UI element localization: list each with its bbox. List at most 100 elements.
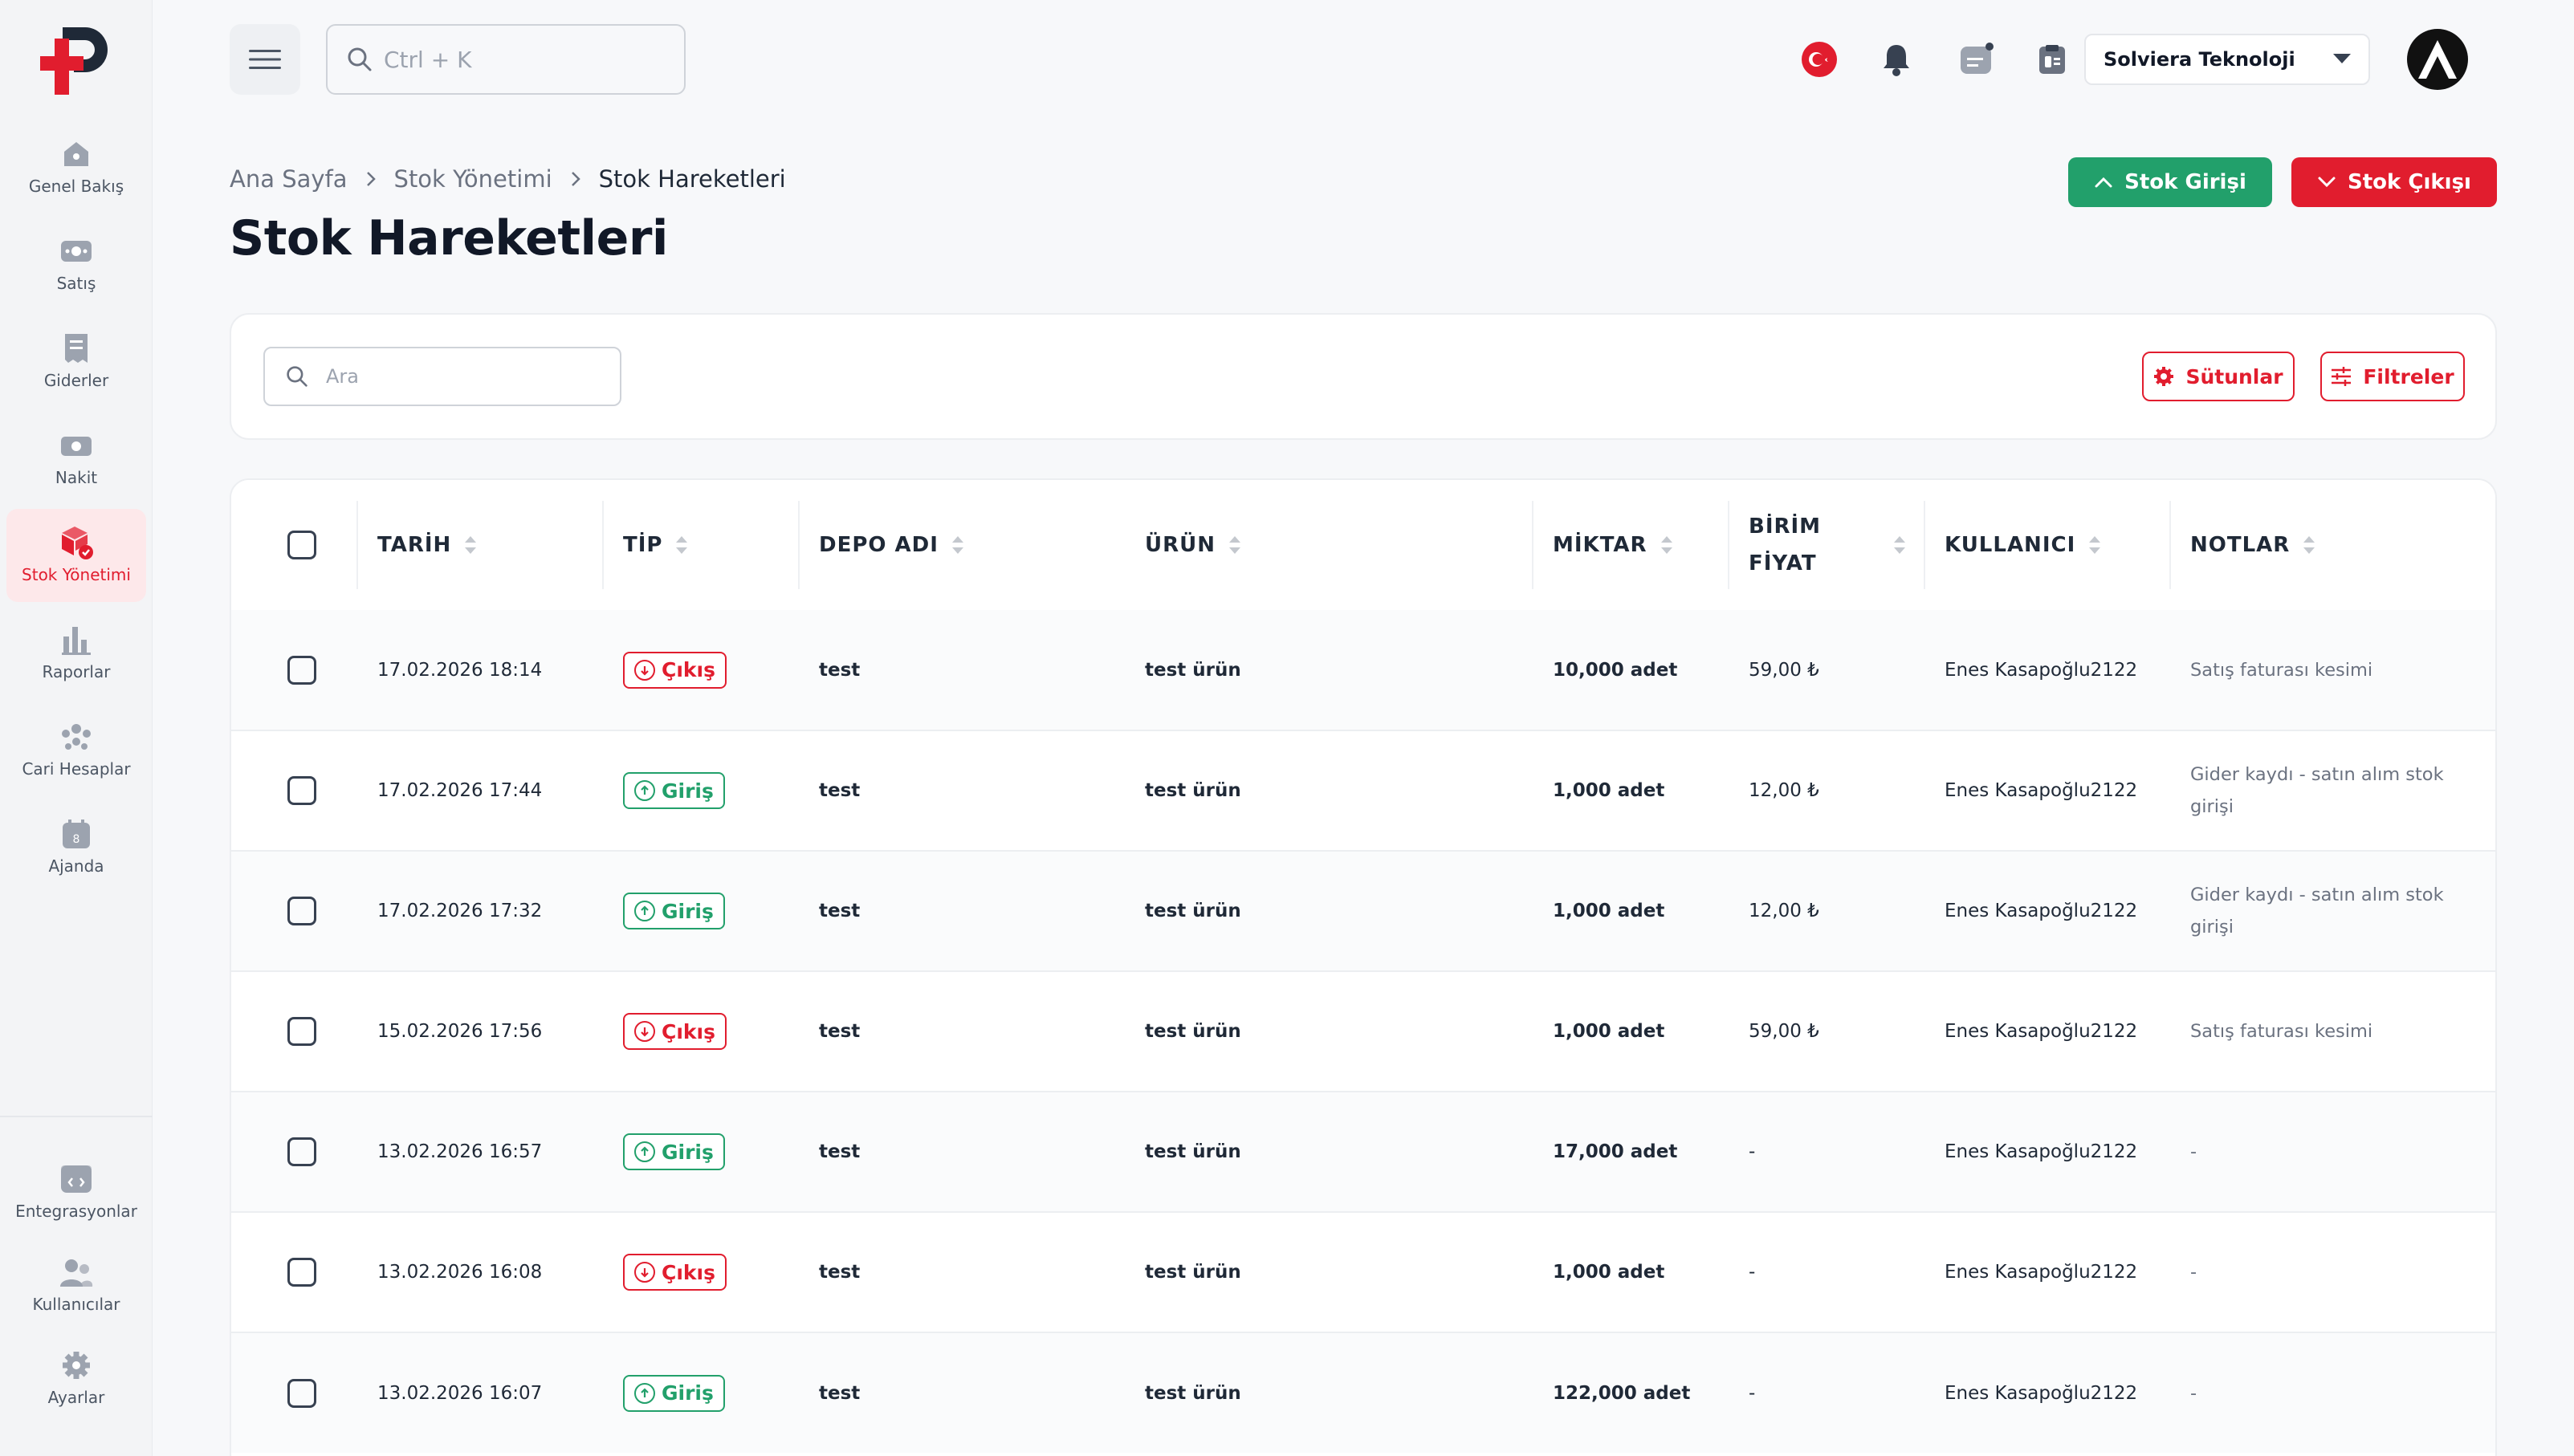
row-checkbox[interactable]	[287, 897, 316, 925]
cash-icon	[59, 429, 94, 462]
global-search[interactable]	[326, 24, 686, 95]
sidebar-item-label: Satış	[56, 274, 96, 293]
filter-card: Sütunlar Filtreler	[230, 313, 2497, 440]
sort-icon	[2089, 536, 2101, 554]
stock-in-button[interactable]: Stok Girişi	[2068, 157, 2272, 207]
cell-date: 17.02.2026 17:32	[358, 850, 604, 971]
sidebar-item-calendar[interactable]: 8 Ajanda	[6, 800, 146, 893]
sidebar-item-users-group[interactable]: Cari Hesaplar	[6, 703, 146, 796]
chevron-down-icon	[2318, 177, 2336, 188]
row-select-cell	[231, 1091, 358, 1212]
table-row[interactable]: 13.02.2026 16:57 Giriş test test ürün 17,000…	[231, 1091, 2495, 1212]
col-product[interactable]: ÜRÜN	[1126, 480, 1533, 610]
row-checkbox[interactable]	[287, 1137, 316, 1166]
row-checkbox[interactable]	[287, 655, 316, 685]
row-checkbox[interactable]	[287, 1017, 316, 1046]
cell-notes: Satış faturası kesimi	[2171, 610, 2495, 730]
global-search-input[interactable]	[384, 46, 657, 73]
stock-out-label: Stok Çıkışı	[2348, 170, 2471, 194]
sidebar-item-label: Raporlar	[42, 662, 111, 681]
col-unit-price[interactable]: BİRİM FİYAT	[1729, 480, 1925, 610]
sidebar-item-box[interactable]: Stok Yönetimi	[6, 509, 146, 602]
select-all-checkbox[interactable]	[287, 531, 316, 559]
breadcrumb-home[interactable]: Ana Sayfa	[230, 165, 348, 193]
company-select[interactable]: Solviera Teknoloji	[2084, 34, 2370, 85]
sidebar-item-sales[interactable]: Satış	[6, 218, 146, 311]
sidebar-item-gear[interactable]: Ayarlar	[6, 1334, 146, 1422]
row-select-cell	[231, 730, 358, 851]
stock-out-button[interactable]: Stok Çıkışı	[2291, 157, 2497, 207]
row-checkbox[interactable]	[287, 1378, 316, 1408]
sort-icon	[2303, 536, 2315, 554]
table-row[interactable]: 17.02.2026 17:32 Giriş test test ürün 1,000 …	[231, 850, 2495, 971]
sidebar-item-receipt[interactable]: Giderler	[6, 315, 146, 408]
cell-user: Enes Kasapoğlu2122	[1925, 1211, 2171, 1332]
sidebar: Genel Bakış Satış Giderler Nakit Stok Yöneti…	[0, 0, 153, 1456]
hamburger-icon	[249, 50, 281, 69]
breadcrumb: Ana Sayfa Stok Yönetimi Stok Hareketleri	[230, 165, 786, 193]
home-icon	[59, 138, 94, 170]
cell-product: test ürün	[1126, 850, 1533, 971]
sidebar-item-chart[interactable]: Raporlar	[6, 606, 146, 699]
user-avatar[interactable]	[2407, 29, 2468, 90]
cell-product: test ürün	[1126, 970, 1533, 1092]
cell-user: Enes Kasapoğlu2122	[1925, 610, 2171, 730]
col-warehouse[interactable]: DEPO ADI	[800, 480, 1126, 610]
notifications-button[interactable]	[1880, 35, 1912, 83]
col-unit-price-label: BİRİM FİYAT	[1749, 508, 1821, 582]
cell-warehouse: test	[800, 850, 1126, 971]
messages-button[interactable]	[1959, 35, 1996, 83]
cell-unit-price: -	[1729, 1332, 1925, 1453]
sidebar-item-users[interactable]: Kullanıcılar	[6, 1241, 146, 1329]
type-label: Giriş	[662, 899, 714, 923]
col-type[interactable]: TİP	[604, 480, 800, 610]
table-row[interactable]: 13.02.2026 16:07 Giriş test test ürün 122,00…	[231, 1332, 2495, 1453]
table-row[interactable]: 17.02.2026 17:44 Giriş test test ürün 1,000 …	[231, 730, 2495, 851]
sidebar-divider	[0, 1116, 153, 1117]
menu-toggle-button[interactable]	[230, 24, 300, 95]
col-user[interactable]: KULLANICI	[1925, 480, 2171, 610]
row-select-cell	[231, 1211, 358, 1332]
row-select-cell	[231, 850, 358, 971]
reports-button[interactable]	[2038, 35, 2067, 83]
cell-product: test ürün	[1126, 1091, 1533, 1212]
sidebar-item-cash[interactable]: Nakit	[6, 412, 146, 505]
breadcrumb-stock[interactable]: Stok Yönetimi	[393, 165, 552, 193]
columns-button[interactable]: Sütunlar	[2142, 352, 2295, 401]
col-date[interactable]: TARİH	[358, 480, 604, 610]
cell-user: Enes Kasapoğlu2122	[1925, 970, 2171, 1092]
cell-product: test ürün	[1126, 1211, 1533, 1332]
row-checkbox[interactable]	[287, 776, 316, 805]
language-flag[interactable]	[1800, 35, 1839, 83]
table-search[interactable]	[263, 347, 621, 406]
select-all-cell	[231, 480, 358, 610]
table-search-input[interactable]	[326, 365, 615, 388]
type-badge: Giriş	[623, 772, 725, 809]
cell-type: Çıkış	[604, 970, 800, 1092]
arrow-down-circle-icon	[634, 1262, 655, 1283]
cell-notes: Gider kaydı - satın alım stok girişi	[2171, 730, 2495, 851]
col-notes[interactable]: NOTLAR	[2171, 480, 2495, 610]
brand-logo[interactable]	[39, 24, 116, 96]
cell-warehouse: test	[800, 970, 1126, 1092]
type-badge: Çıkış	[623, 1013, 727, 1050]
table-row[interactable]: 17.02.2026 18:14 Çıkış test test ürün 10,000…	[231, 610, 2495, 730]
table-row[interactable]: 13.02.2026 16:08 Çıkış test test ürün 1,000 …	[231, 1211, 2495, 1332]
cell-user: Enes Kasapoğlu2122	[1925, 1332, 2171, 1453]
sidebar-item-integration[interactable]: Entegrasyonlar	[6, 1148, 146, 1236]
sidebar-item-home[interactable]: Genel Bakış	[6, 120, 146, 214]
row-checkbox[interactable]	[287, 1258, 316, 1287]
table-row[interactable]: 15.02.2026 17:56 Çıkış test test ürün 1,000 …	[231, 970, 2495, 1092]
cell-date: 15.02.2026 17:56	[358, 970, 604, 1092]
sort-icon	[1660, 536, 1672, 554]
col-quantity[interactable]: MİKTAR	[1533, 480, 1729, 610]
sort-icon	[1229, 536, 1241, 554]
filters-button[interactable]: Filtreler	[2320, 352, 2465, 401]
sidebar-item-label: Ayarlar	[47, 1388, 105, 1407]
cell-notes: -	[2171, 1091, 2495, 1212]
stock-movements-table-card: TARİH TİP DEPO ADI ÜRÜN MİKTAR BİRİM FİYA…	[230, 478, 2497, 1456]
table-header-row: TARİH TİP DEPO ADI ÜRÜN MİKTAR BİRİM FİYA…	[231, 480, 2495, 610]
sidebar-item-label: Kullanıcılar	[32, 1295, 120, 1314]
type-label: Çıkış	[662, 1260, 715, 1284]
cell-product: test ürün	[1126, 610, 1533, 730]
